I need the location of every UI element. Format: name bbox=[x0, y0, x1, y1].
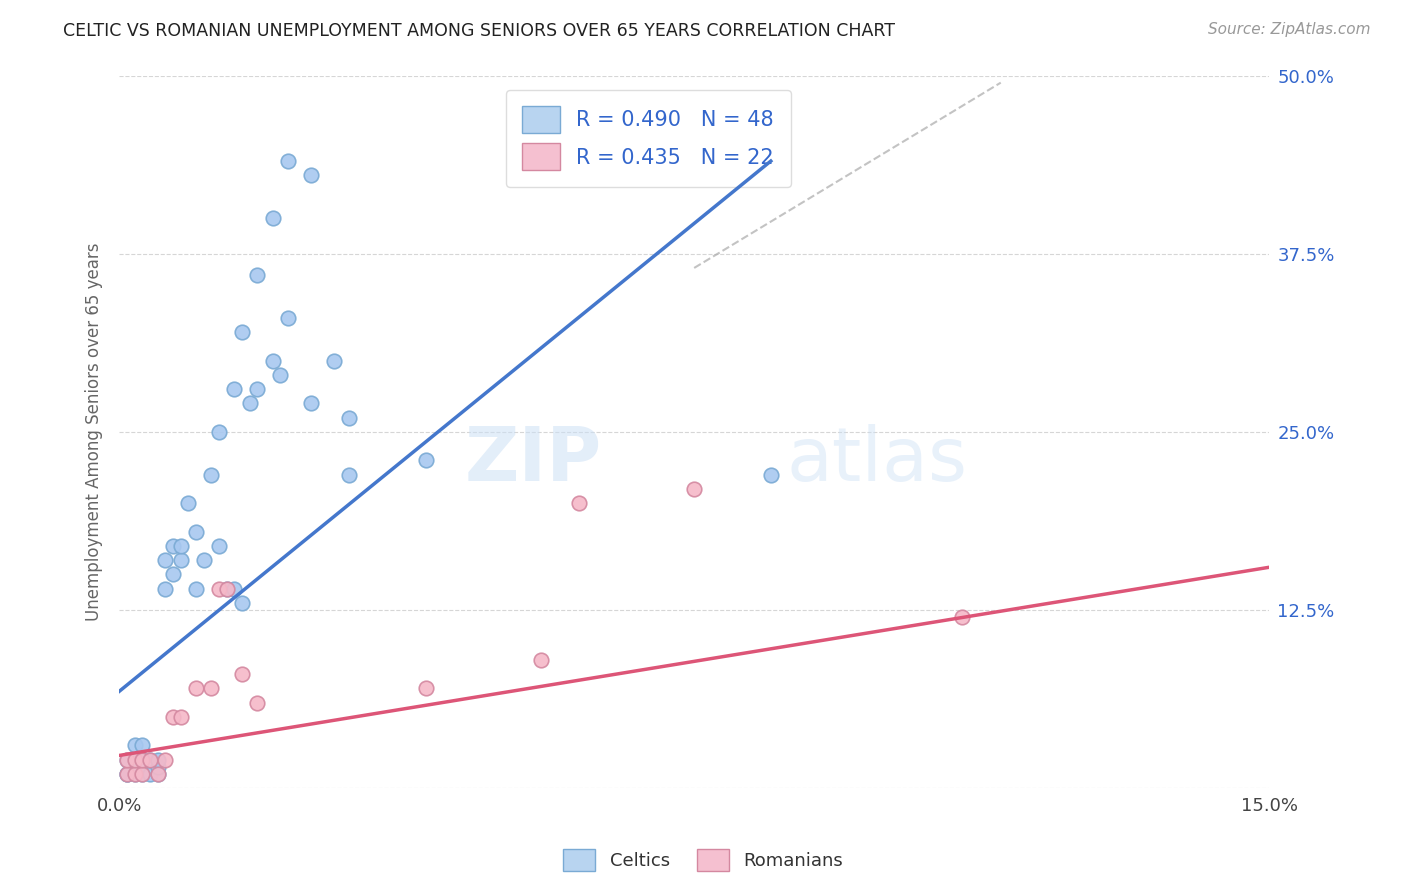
Point bbox=[155, 553, 177, 567]
Point bbox=[208, 539, 231, 553]
Point bbox=[262, 211, 284, 225]
Point bbox=[131, 753, 153, 767]
Point bbox=[155, 753, 177, 767]
Point bbox=[239, 396, 262, 410]
Point bbox=[162, 539, 184, 553]
Point bbox=[952, 610, 974, 624]
Point bbox=[146, 760, 169, 774]
Text: atlas: atlas bbox=[786, 424, 967, 497]
Point bbox=[215, 582, 238, 596]
Legend: R = 0.490   N = 48, R = 0.435   N = 22: R = 0.490 N = 48, R = 0.435 N = 22 bbox=[506, 89, 790, 186]
Point bbox=[169, 539, 191, 553]
Text: Source: ZipAtlas.com: Source: ZipAtlas.com bbox=[1208, 22, 1371, 37]
Point bbox=[231, 325, 253, 339]
Point bbox=[131, 767, 153, 781]
Point bbox=[224, 582, 246, 596]
Point bbox=[169, 710, 191, 724]
Point bbox=[215, 582, 238, 596]
Point bbox=[131, 753, 153, 767]
Point bbox=[200, 467, 222, 482]
Point bbox=[162, 567, 184, 582]
Point bbox=[124, 739, 146, 753]
Point bbox=[124, 753, 146, 767]
Point bbox=[231, 667, 253, 681]
Point bbox=[208, 582, 231, 596]
Point bbox=[322, 353, 344, 368]
Point bbox=[169, 553, 191, 567]
Point bbox=[124, 767, 146, 781]
Point bbox=[146, 767, 169, 781]
Point bbox=[530, 653, 553, 667]
Point bbox=[146, 753, 169, 767]
Point bbox=[115, 767, 138, 781]
Point bbox=[246, 382, 269, 396]
Point bbox=[299, 169, 322, 183]
Point bbox=[131, 767, 153, 781]
Point bbox=[162, 710, 184, 724]
Point bbox=[246, 696, 269, 710]
Point bbox=[124, 753, 146, 767]
Point bbox=[124, 753, 146, 767]
Point bbox=[262, 353, 284, 368]
Point bbox=[246, 268, 269, 282]
Point bbox=[146, 767, 169, 781]
Y-axis label: Unemployment Among Seniors over 65 years: Unemployment Among Seniors over 65 years bbox=[86, 243, 103, 621]
Point bbox=[139, 767, 162, 781]
Point bbox=[200, 681, 222, 696]
Point bbox=[337, 410, 360, 425]
Point bbox=[231, 596, 253, 610]
Point bbox=[415, 681, 437, 696]
Point bbox=[208, 425, 231, 439]
Point bbox=[184, 681, 207, 696]
Text: CELTIC VS ROMANIAN UNEMPLOYMENT AMONG SENIORS OVER 65 YEARS CORRELATION CHART: CELTIC VS ROMANIAN UNEMPLOYMENT AMONG SE… bbox=[63, 22, 896, 40]
Point bbox=[277, 310, 299, 325]
Point bbox=[277, 154, 299, 169]
Point bbox=[115, 767, 138, 781]
Point bbox=[115, 753, 138, 767]
Point bbox=[115, 753, 138, 767]
Point bbox=[184, 582, 207, 596]
Point bbox=[568, 496, 591, 510]
Point bbox=[193, 553, 215, 567]
Point bbox=[139, 753, 162, 767]
Point bbox=[155, 582, 177, 596]
Point bbox=[124, 767, 146, 781]
Text: ZIP: ZIP bbox=[465, 424, 602, 497]
Point bbox=[177, 496, 200, 510]
Point bbox=[683, 482, 706, 496]
Point bbox=[184, 524, 207, 539]
Point bbox=[139, 753, 162, 767]
Point bbox=[224, 382, 246, 396]
Point bbox=[115, 767, 138, 781]
Point bbox=[269, 368, 291, 382]
Point bbox=[299, 396, 322, 410]
Point bbox=[415, 453, 437, 467]
Legend: Celtics, Romanians: Celtics, Romanians bbox=[555, 842, 851, 879]
Point bbox=[337, 467, 360, 482]
Point bbox=[759, 467, 782, 482]
Point bbox=[131, 739, 153, 753]
